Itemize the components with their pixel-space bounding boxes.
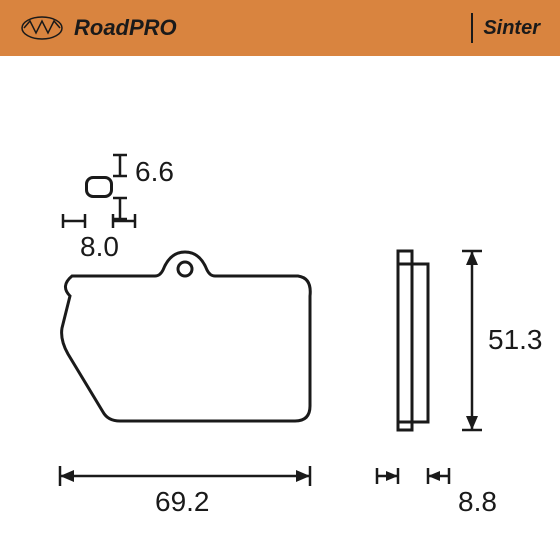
product-name-wrap: RoadPRO: [74, 15, 177, 41]
header-divider: [471, 13, 473, 43]
header-bar: RoadPRO Sinter: [0, 0, 560, 56]
header-right-label: Sinter: [483, 17, 540, 40]
dim-side-width-label: 8.8: [458, 486, 497, 518]
brand-logo-icon: [20, 15, 64, 41]
product-suffix: PRO: [129, 15, 177, 40]
diagram-svg: [0, 56, 560, 560]
dim-pad-width-label: 69.2: [155, 486, 210, 518]
dim-oval-height-label: 6.6: [135, 156, 174, 188]
header-right: Sinter: [471, 13, 540, 43]
technical-diagram: 6.6 8.0 69.2 51.3 8.8: [0, 56, 560, 560]
dim-pad-height-label: 51.3: [488, 324, 543, 356]
dim-oval-width-label: 8.0: [80, 231, 119, 263]
product-name: Road: [74, 15, 129, 40]
header-left: RoadPRO: [20, 15, 177, 41]
